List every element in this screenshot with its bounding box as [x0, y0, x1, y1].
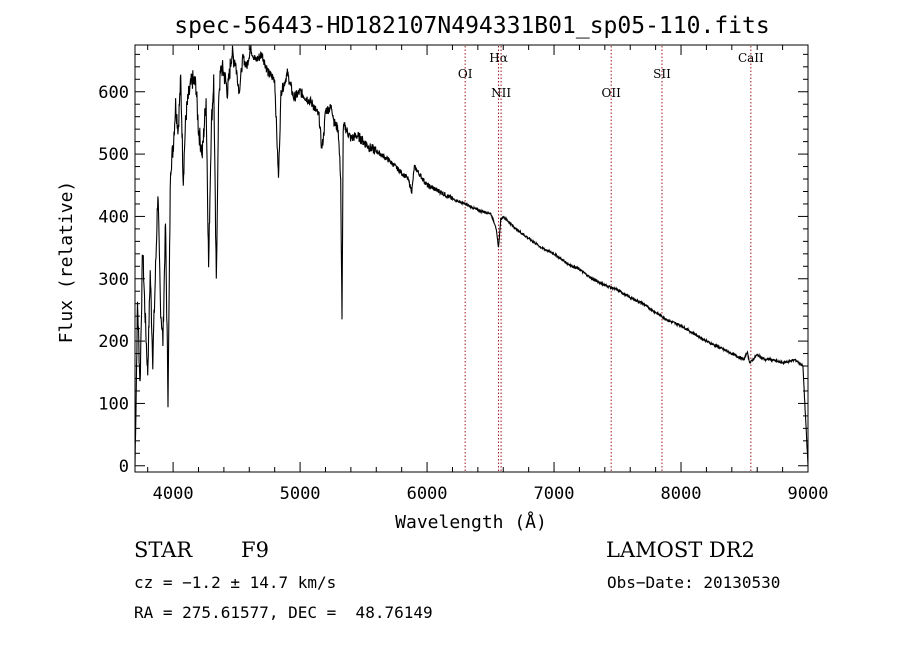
x-axis-label: Wavelength (Å)	[395, 511, 547, 533]
x-tick-label: 8000	[661, 484, 702, 504]
x-tick-label: 6000	[407, 484, 448, 504]
x-tick-label: 7000	[534, 484, 575, 504]
y-tick-label: 600	[98, 83, 129, 103]
x-tick-label: 9000	[788, 484, 829, 504]
object-class: STAR	[134, 538, 193, 562]
observation-date: Obs−Date: 20130530	[607, 573, 781, 592]
y-tick-label: 500	[98, 145, 129, 165]
coordinates: RA = 275.61577, DEC = 48.76149	[134, 603, 433, 622]
y-tick-label: 100	[98, 394, 129, 414]
redshift-velocity: cz = −1.2 ± 14.7 km/s	[134, 573, 337, 592]
spectral-subclass: F9	[241, 538, 269, 562]
x-axis: 4000 5000 6000 7000 8000 9000	[147, 45, 829, 504]
annotation-label: SII	[653, 67, 671, 81]
x-tick-label: 4000	[153, 484, 194, 504]
y-tick-label: 400	[98, 207, 129, 227]
y-tick-label: 200	[98, 332, 129, 352]
annotation-label: CaII	[738, 51, 764, 65]
y-axis: 0 100 200 300 400 500 600	[98, 53, 808, 477]
plot-frame	[134, 44, 809, 473]
annotation-label: Hα	[489, 51, 508, 65]
annotation-label: NII	[491, 86, 511, 100]
line-annotations: OI Hα NII OII SII CaII	[458, 46, 764, 471]
y-axis-label: Flux (relative)	[56, 181, 77, 344]
x-tick-label: 5000	[280, 484, 321, 504]
y-tick-label: 0	[119, 457, 129, 477]
survey-name: LAMOST DR2	[606, 538, 755, 562]
chart-title: spec-56443-HD182107N494331B01_sp05-110.f…	[174, 13, 769, 39]
y-tick-label: 300	[98, 270, 129, 290]
annotation-label: OI	[458, 67, 473, 81]
annotation-label: OII	[602, 86, 622, 100]
spectrum-series-line	[134, 44, 809, 467]
